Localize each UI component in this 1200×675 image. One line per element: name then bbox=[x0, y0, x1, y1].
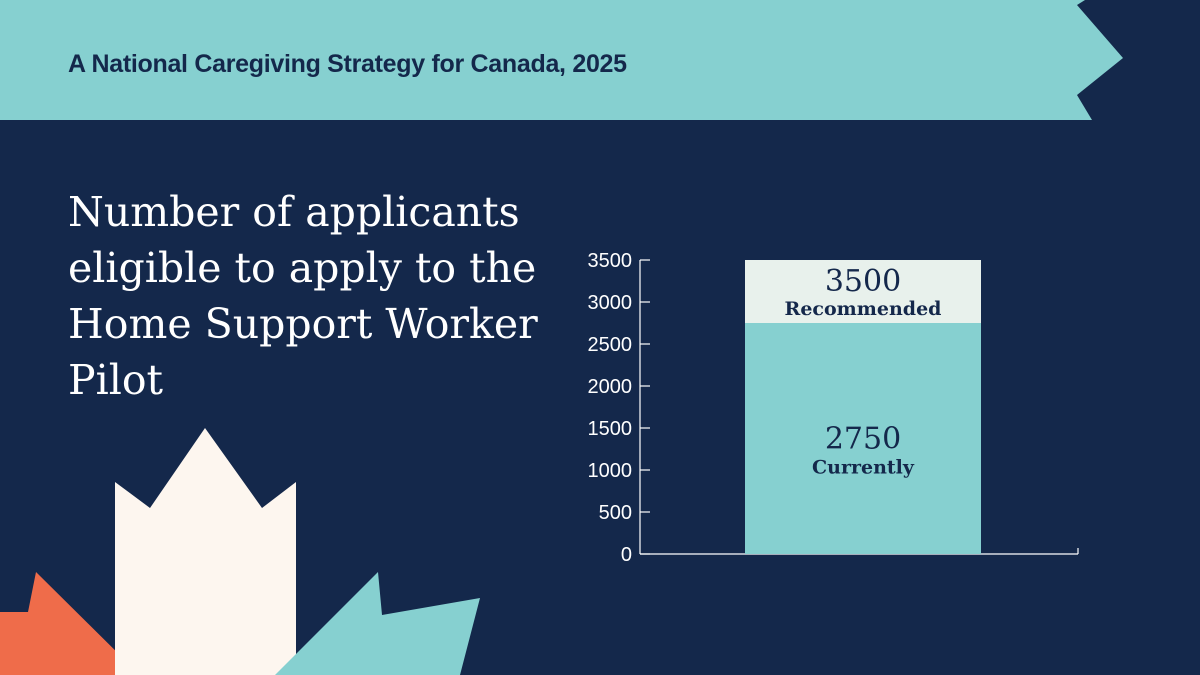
chart-bars bbox=[745, 260, 981, 554]
banner bbox=[0, 0, 1123, 120]
y-tick-label: 500 bbox=[599, 502, 632, 524]
y-tick-label: 0 bbox=[621, 544, 632, 566]
cream-leaf-shape bbox=[115, 428, 296, 675]
chart-headline: Number of applicants eligible to apply t… bbox=[68, 188, 538, 404]
bar-segment-recommended bbox=[745, 260, 981, 323]
maple-leaf-decoration bbox=[0, 428, 480, 675]
bar-chart: 0 500 1000 1500 2000 2500 3000 3500 2750Current… bbox=[588, 250, 1079, 566]
orange-leaf-shape bbox=[0, 572, 140, 675]
data-label-series: Currently bbox=[812, 457, 915, 479]
data-label-value: 3500 bbox=[825, 264, 901, 299]
y-tick-label: 1000 bbox=[588, 460, 633, 482]
bar-segment-currently bbox=[745, 323, 981, 554]
y-tick-label: 3000 bbox=[588, 292, 633, 314]
teal-leaf-shape bbox=[275, 572, 480, 675]
y-tick-label: 2500 bbox=[588, 334, 633, 356]
banner-ribbon bbox=[0, 0, 1123, 120]
data-label-value: 2750 bbox=[825, 422, 901, 457]
y-tick-label: 1500 bbox=[588, 418, 633, 440]
banner-title: A National Caregiving Strategy for Canad… bbox=[68, 50, 627, 78]
data-label-series: Recommended bbox=[785, 298, 942, 320]
y-tick-label: 3500 bbox=[588, 250, 633, 272]
y-tick-label: 2000 bbox=[588, 376, 633, 398]
